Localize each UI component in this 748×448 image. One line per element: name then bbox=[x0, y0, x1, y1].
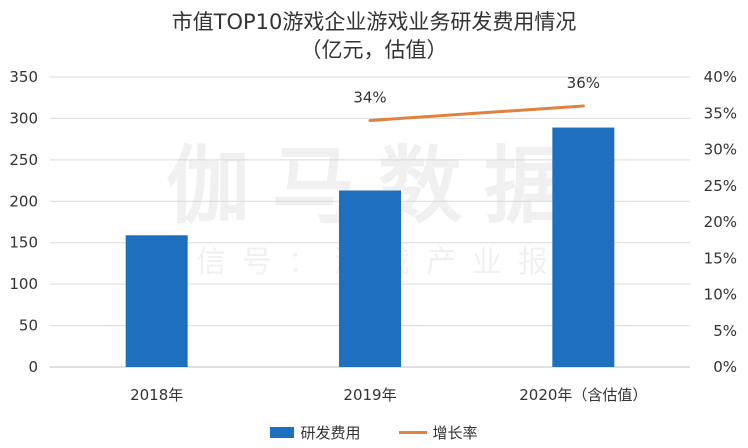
y-right-tick-label: 10% bbox=[704, 286, 737, 304]
x-tick-label: 2018年 bbox=[130, 386, 183, 404]
x-tick-label: 2020年（含估值） bbox=[519, 386, 647, 404]
bar-1 bbox=[125, 235, 188, 367]
legend: 研发费用 增长率 bbox=[0, 420, 748, 444]
legend-swatch-bar bbox=[270, 426, 295, 438]
growth-rate-point bbox=[581, 104, 585, 108]
bar-2 bbox=[339, 190, 401, 367]
chart-plot: 伽马数据微信号：游戏产业报告0501001502002503003500%5%1… bbox=[9, 68, 737, 404]
x-tick-label: 2019年 bbox=[343, 386, 396, 404]
legend-item-bar: 研发费用 bbox=[270, 422, 361, 443]
legend-label-bar: 研发费用 bbox=[300, 423, 361, 442]
y-right-tick-label: 25% bbox=[704, 177, 737, 195]
y-right-tick-label: 30% bbox=[704, 141, 737, 159]
y-right-tick-label: 20% bbox=[704, 213, 737, 231]
y-left-tick-label: 100 bbox=[9, 275, 38, 293]
y-right-tick-label: 35% bbox=[704, 104, 737, 122]
y-left-tick-label: 150 bbox=[9, 234, 38, 252]
legend-label-line: 增长率 bbox=[432, 423, 478, 442]
y-left-tick-label: 350 bbox=[9, 68, 38, 86]
y-left-tick-label: 250 bbox=[9, 151, 38, 169]
y-left-tick-label: 0 bbox=[28, 358, 38, 376]
legend-item-line: 增长率 bbox=[398, 422, 478, 443]
growth-rate-point bbox=[368, 119, 372, 122]
growth-rate-label: 36% bbox=[567, 74, 600, 92]
chart-title: 市值TOP10游戏企业游戏业务研发费用情况 bbox=[171, 10, 577, 34]
y-left-tick-label: 300 bbox=[9, 109, 38, 127]
y-left-tick-label: 50 bbox=[19, 317, 38, 335]
y-left-tick-label: 200 bbox=[9, 192, 38, 210]
growth-rate-label: 34% bbox=[353, 89, 386, 107]
growth-rate-line bbox=[369, 104, 584, 122]
y-right-tick-label: 15% bbox=[704, 249, 737, 267]
chart-subtitle: （亿元，估值） bbox=[300, 38, 448, 62]
y-right-tick-label: 40% bbox=[704, 68, 737, 86]
y-right-tick-label: 5% bbox=[713, 322, 737, 340]
bar-3 bbox=[552, 127, 615, 368]
legend-swatch-line bbox=[398, 430, 427, 434]
y-right-tick-label: 0% bbox=[713, 358, 737, 376]
